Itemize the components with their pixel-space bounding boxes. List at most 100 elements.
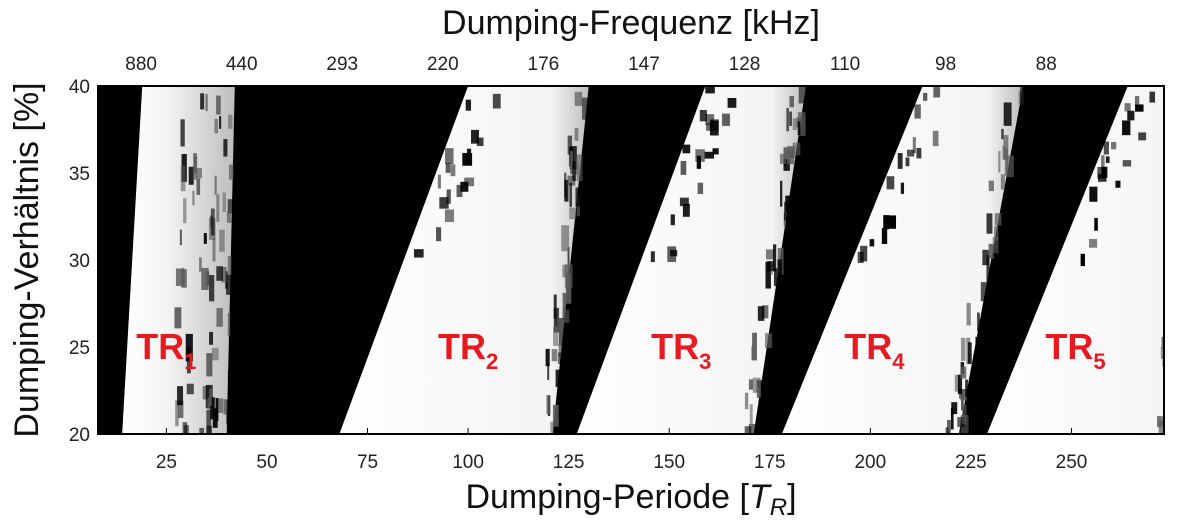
noise-streak [567, 247, 570, 275]
region-label-tr1: TR1 [136, 326, 196, 374]
noise-streak [1127, 110, 1135, 121]
noise-streak [1171, 320, 1174, 330]
top-axis-title: Dumping-Frequenz [kHz] [442, 4, 820, 42]
noise-streak [783, 158, 790, 171]
noise-streak [916, 147, 922, 159]
noise-streak [886, 176, 895, 190]
noise-streak [1170, 299, 1175, 323]
band-tr3 [576, 86, 806, 434]
noise-streak [216, 307, 223, 327]
noise-streak [986, 213, 993, 234]
top-tick-label: 220 [427, 54, 459, 75]
noise-streak [1122, 160, 1132, 167]
noise-streak [965, 379, 968, 398]
noise-streak [1124, 103, 1131, 112]
noise-streak [650, 251, 655, 263]
region-label-main: TR [844, 326, 892, 367]
noise-streak [450, 164, 456, 177]
noise-streak [219, 229, 225, 252]
noise-streak [558, 352, 566, 365]
noise-streak [212, 237, 216, 262]
noise-streak [749, 404, 753, 425]
region-label-sub: 1 [184, 349, 196, 374]
noise-streak [988, 180, 994, 192]
noise-streak [982, 249, 989, 266]
noise-streak [465, 99, 472, 111]
noise-streak [697, 182, 704, 194]
noise-streak [699, 109, 707, 122]
noise-streak [175, 268, 184, 286]
noise-streak [226, 274, 234, 295]
noise-streak [221, 266, 227, 283]
noise-streak [994, 226, 999, 241]
noise-streak [706, 123, 713, 131]
noise-streak [199, 427, 205, 434]
noise-streak [546, 395, 551, 415]
x-axis-title: Dumping-Periode [TR] [465, 478, 796, 521]
noise-streak [582, 97, 590, 120]
noise-streak [784, 201, 792, 221]
noise-streak [1005, 155, 1014, 178]
noise-streak [564, 179, 569, 202]
noise-streak [227, 256, 232, 275]
noise-streak [210, 397, 215, 420]
x-tick-label: 150 [653, 452, 685, 473]
region-label-sub: 3 [699, 349, 711, 374]
noise-streak [209, 275, 215, 302]
noise-streak [905, 157, 910, 167]
noise-streak [1134, 96, 1140, 107]
noise-streak [188, 166, 194, 185]
noise-streak [1003, 135, 1009, 160]
top-tick-label: 147 [628, 54, 660, 75]
noise-streak [966, 302, 971, 326]
x-tick-label: 25 [156, 452, 177, 473]
noise-streak [748, 379, 753, 390]
noise-streak [471, 129, 479, 144]
noise-streak [967, 342, 972, 364]
y-tick-label: 40 [69, 77, 90, 98]
noise-streak [789, 111, 792, 126]
plot-area [98, 86, 1175, 434]
noise-streak [744, 426, 752, 434]
noise-streak [1098, 174, 1107, 182]
noise-streak [960, 366, 967, 379]
noise-streak [227, 312, 231, 337]
top-tick-label: 110 [830, 54, 860, 75]
noise-streak [186, 346, 191, 374]
noise-streak [551, 349, 558, 362]
noise-streak [575, 187, 583, 207]
noise-streak [765, 249, 774, 260]
noise-streak [211, 347, 219, 361]
noise-streak [962, 405, 967, 425]
region-label-main: TR [651, 326, 699, 367]
noise-streak [1111, 141, 1117, 150]
noise-streak [1149, 91, 1156, 103]
noise-streak [567, 135, 573, 155]
noise-streak [226, 399, 232, 425]
noise-streak [773, 244, 777, 272]
noise-streak [1003, 102, 1012, 126]
noise-streak [492, 93, 501, 109]
noise-streak [1161, 336, 1164, 349]
noise-streak [744, 392, 749, 410]
top-tick-label: 98 [935, 54, 956, 75]
noise-streak [177, 400, 184, 419]
noise-streak [196, 178, 201, 195]
noise-streak [722, 113, 731, 126]
noise-streak [705, 114, 715, 126]
noise-streak [1080, 253, 1085, 267]
noise-streak [574, 91, 583, 106]
noise-streak [1002, 145, 1006, 160]
y-axis-ticks: 20 25 30 35 40 [69, 77, 104, 446]
noise-streak [229, 164, 234, 180]
heatmap-noise [174, 86, 1175, 434]
noise-streak [696, 155, 702, 169]
noise-streak [576, 154, 583, 182]
y-tick-label: 35 [69, 164, 90, 185]
noise-streak [572, 161, 576, 181]
noise-streak [705, 86, 715, 94]
noise-streak [712, 148, 719, 155]
noise-streak [923, 92, 928, 101]
noise-streak [886, 215, 897, 229]
